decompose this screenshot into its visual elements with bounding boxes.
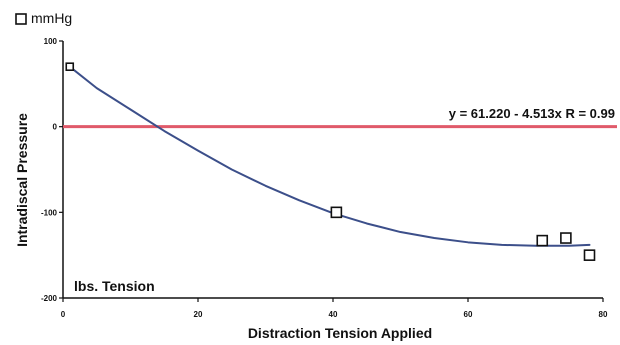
axes-layer: -200 -100 0 100 0 20 40 60 80	[41, 37, 608, 319]
data-point	[583, 249, 596, 261]
x-tick-label: 40	[329, 310, 338, 319]
x-axis-label: Distraction Tension Applied	[248, 325, 432, 341]
units-annotation: lbs. Tension	[74, 278, 155, 294]
equation-annotation: y = 61.220 - 4.513x R = 0.99	[449, 106, 615, 121]
trend-curve	[68, 65, 591, 247]
x-tick-label: 20	[194, 310, 203, 319]
y-tick-label: -200	[41, 294, 58, 303]
legend-marker-icon	[15, 13, 27, 25]
x-tick-label: 80	[599, 310, 608, 319]
trend-layer	[68, 65, 591, 247]
points-layer	[65, 62, 596, 261]
data-point	[536, 234, 549, 247]
text-layer: mmHg y = 61.220 - 4.513x R = 0.99 lbs. T…	[14, 10, 615, 341]
legend-label: mmHg	[31, 10, 72, 26]
y-tick-label: 100	[44, 37, 58, 46]
data-point	[330, 206, 343, 219]
x-tick-label: 60	[464, 310, 473, 319]
y-tick-label: 0	[53, 123, 58, 132]
x-tick-label: 0	[61, 310, 66, 319]
y-axis-label: Intradiscal Pressure	[14, 113, 30, 247]
y-tick-label: -100	[41, 208, 58, 217]
data-point	[65, 62, 75, 72]
data-point	[560, 232, 572, 244]
